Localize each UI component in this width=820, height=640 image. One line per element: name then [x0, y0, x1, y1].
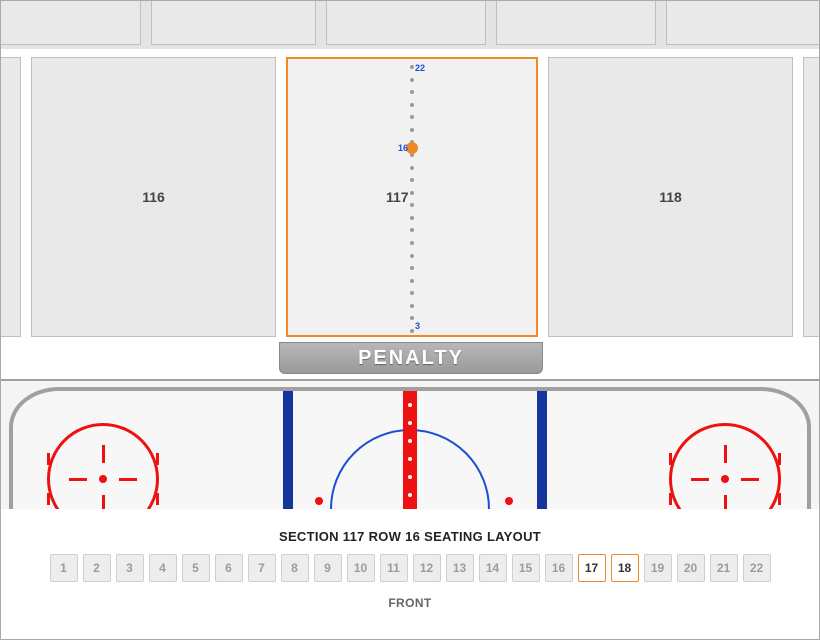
rink-boards	[9, 387, 811, 509]
seat-17[interactable]: 17	[578, 554, 606, 582]
seat-9: 9	[314, 554, 342, 582]
section-11[interactable]: 11	[803, 57, 820, 337]
front-label: FRONT	[1, 582, 819, 610]
seat-11: 11	[380, 554, 408, 582]
seat-21: 21	[710, 554, 738, 582]
center-line	[403, 391, 417, 509]
seat-8: 8	[281, 554, 309, 582]
seat-16: 16	[545, 554, 573, 582]
upper-block	[496, 1, 656, 45]
seat-7: 7	[248, 554, 276, 582]
row-label-top: 22	[415, 63, 425, 73]
seating-map: 151161172231611811 PENALTY SECTION 117 R…	[0, 0, 820, 640]
penalty-text: PENALTY	[358, 347, 464, 370]
seat-20: 20	[677, 554, 705, 582]
rink	[1, 379, 819, 509]
section-117[interactable]: 11722316	[286, 57, 538, 337]
section-label: 117	[386, 189, 409, 205]
blue-line-right	[537, 391, 547, 509]
section-label: 118	[659, 189, 682, 205]
seat-6: 6	[215, 554, 243, 582]
seat-5: 5	[182, 554, 210, 582]
upper-block	[0, 1, 141, 45]
section-116[interactable]: 116	[31, 57, 276, 337]
neutral-zone-dot	[505, 497, 513, 505]
seat-12: 12	[413, 554, 441, 582]
seat-3: 3	[116, 554, 144, 582]
section-label: 15	[0, 189, 1, 205]
upper-block	[666, 1, 820, 45]
section-15[interactable]: 15	[0, 57, 21, 337]
seat-row: 12345678910111213141516171819202122	[1, 554, 819, 582]
neutral-zone-dot	[315, 497, 323, 505]
blue-line-left	[283, 391, 293, 509]
seat-layout-title: SECTION 117 ROW 16 SEATING LAYOUT	[1, 523, 819, 554]
seat-22: 22	[743, 554, 771, 582]
seat-13: 13	[446, 554, 474, 582]
faceoff-circle-right	[669, 423, 781, 509]
sections-row: 151161172231611811	[1, 57, 819, 341]
row-label-bottom: 3	[415, 321, 420, 331]
seat-18[interactable]: 18	[611, 554, 639, 582]
seat-19: 19	[644, 554, 672, 582]
seat-15: 15	[512, 554, 540, 582]
seat-10: 10	[347, 554, 375, 582]
section-label: 116	[142, 189, 165, 205]
faceoff-circle-left	[47, 423, 159, 509]
seat-14: 14	[479, 554, 507, 582]
section-118[interactable]: 118	[548, 57, 793, 337]
seat-2: 2	[83, 554, 111, 582]
upper-tier	[1, 1, 819, 49]
seat-layout-panel: SECTION 117 ROW 16 SEATING LAYOUT 123456…	[1, 523, 819, 610]
penalty-box-label: PENALTY	[279, 342, 543, 374]
upper-block	[326, 1, 486, 45]
row-indicator-column: 22316	[407, 65, 417, 329]
seat-1: 1	[50, 554, 78, 582]
selected-row-label: 16	[398, 143, 408, 153]
upper-block	[151, 1, 316, 45]
seat-4: 4	[149, 554, 177, 582]
